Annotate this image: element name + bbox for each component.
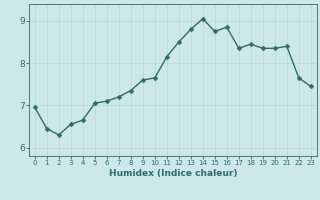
X-axis label: Humidex (Indice chaleur): Humidex (Indice chaleur) [108,169,237,178]
